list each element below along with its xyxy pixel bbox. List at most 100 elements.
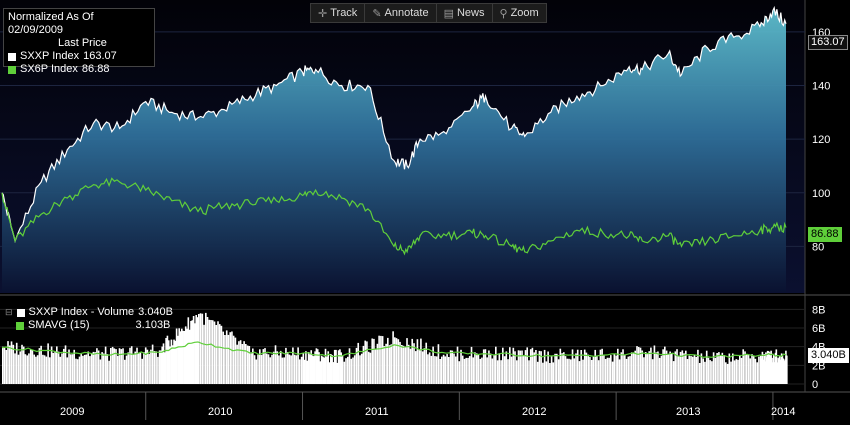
- volume-bar: [104, 346, 107, 384]
- volume-bar: [134, 351, 137, 384]
- volume-bar: [63, 348, 65, 384]
- volume-bar: [747, 354, 750, 384]
- volume-bar: [69, 354, 72, 384]
- volume-bar: [613, 353, 616, 384]
- volume-bar: [161, 346, 164, 384]
- volume-bar: [678, 355, 680, 384]
- volume-bar: [231, 331, 233, 384]
- volume-bar: [364, 340, 367, 384]
- volume-bar: [61, 353, 63, 384]
- volume-bar: [78, 356, 81, 384]
- volume-bar: [744, 351, 746, 384]
- volume-bar: [35, 356, 37, 384]
- track-button[interactable]: ✛ Track: [311, 4, 366, 22]
- volume-bar: [208, 319, 211, 384]
- volume-bar: [655, 352, 657, 384]
- volume-bar: [390, 344, 393, 384]
- volume-bar: [585, 352, 588, 384]
- volume-bar: [496, 360, 499, 384]
- volume-bar: [359, 355, 361, 384]
- price-legend: Normalized As Of 02/09/2009 Last Price S…: [3, 8, 155, 75]
- volume-bar: [21, 344, 23, 384]
- volume-bar: [164, 352, 166, 384]
- volume-bar: [522, 355, 525, 384]
- volume-bar: [781, 355, 784, 384]
- volume-bar: [486, 357, 488, 384]
- volume-bar: [646, 353, 649, 384]
- volume-bar: [224, 335, 226, 384]
- pencil-icon: ✎: [372, 7, 382, 20]
- volume-bar: [306, 360, 309, 384]
- volume-bar: [293, 354, 296, 384]
- volume-bar: [278, 355, 280, 384]
- volume-bar: [735, 359, 738, 384]
- volume-bar: [563, 352, 565, 384]
- volume-bar: [463, 358, 466, 384]
- volume-bar: [667, 354, 670, 384]
- volume-bar: [380, 335, 382, 384]
- volume-bar: [477, 354, 480, 384]
- volume-bar: [783, 361, 786, 384]
- volume-bar: [643, 357, 645, 384]
- volume-bar: [40, 345, 42, 384]
- volume-bar: [529, 349, 532, 384]
- volume-bar: [7, 341, 9, 384]
- sx6p-legend-value: 86.88: [81, 63, 110, 75]
- volume-bar: [742, 349, 745, 384]
- series-lines: [1, 5, 787, 256]
- volume-bar: [653, 345, 656, 384]
- volume-bar: [695, 356, 698, 384]
- volume-bar: [622, 349, 624, 384]
- volume-bar: [22, 346, 25, 384]
- volume-bar: [120, 349, 123, 384]
- volume-bar: [406, 338, 408, 384]
- volume-bar: [468, 356, 471, 384]
- volume-bar: [762, 359, 765, 384]
- volume-bar: [526, 347, 529, 384]
- volume-bar: [629, 356, 631, 384]
- year-label-2013: 2013: [676, 406, 701, 418]
- track-label: Track: [330, 7, 358, 19]
- volume-bar: [59, 356, 62, 384]
- volume-bar: [594, 349, 597, 384]
- volume-bar: [434, 356, 436, 384]
- volume-bar: [683, 353, 685, 384]
- volume-bar: [187, 317, 190, 384]
- volume-bar: [167, 340, 170, 384]
- volume-bar: [54, 351, 56, 384]
- volume-bar: [514, 351, 516, 384]
- volume-bar: [113, 348, 116, 384]
- volume-bar: [589, 356, 591, 384]
- volume-bar: [472, 357, 475, 384]
- volume-bar: [704, 361, 706, 384]
- volume-bar: [264, 348, 266, 384]
- volume-bar: [732, 353, 734, 384]
- sxxp-swatch: [8, 52, 16, 61]
- volume-bar: [587, 354, 590, 384]
- volume-bar: [765, 352, 767, 384]
- volume-bar: [357, 342, 360, 384]
- zoom-button[interactable]: ⚲ Zoom: [493, 4, 546, 22]
- news-button[interactable]: ▤ News: [437, 4, 493, 22]
- volume-bar: [343, 361, 346, 384]
- annotate-button[interactable]: ✎ Annotate: [365, 4, 437, 22]
- volume-bar: [29, 349, 32, 384]
- volume-bar: [481, 357, 483, 384]
- volume-bar: [373, 338, 375, 384]
- volume-bar: [705, 350, 708, 384]
- volume-bar: [73, 349, 76, 384]
- volume-bar: [271, 354, 273, 384]
- volume-bar: [299, 359, 301, 384]
- volume-bar: [423, 348, 426, 384]
- volume-bar: [561, 353, 563, 384]
- volume-bar: [479, 358, 482, 384]
- volume-bar: [604, 359, 607, 384]
- collapse-icon[interactable]: ⊟: [5, 307, 13, 317]
- volume-bar: [707, 357, 710, 384]
- volume-bar: [662, 349, 664, 384]
- volume-bar: [206, 317, 209, 384]
- volume-bar: [437, 344, 440, 384]
- volume-bar: [307, 352, 310, 384]
- volume-bar: [97, 350, 100, 384]
